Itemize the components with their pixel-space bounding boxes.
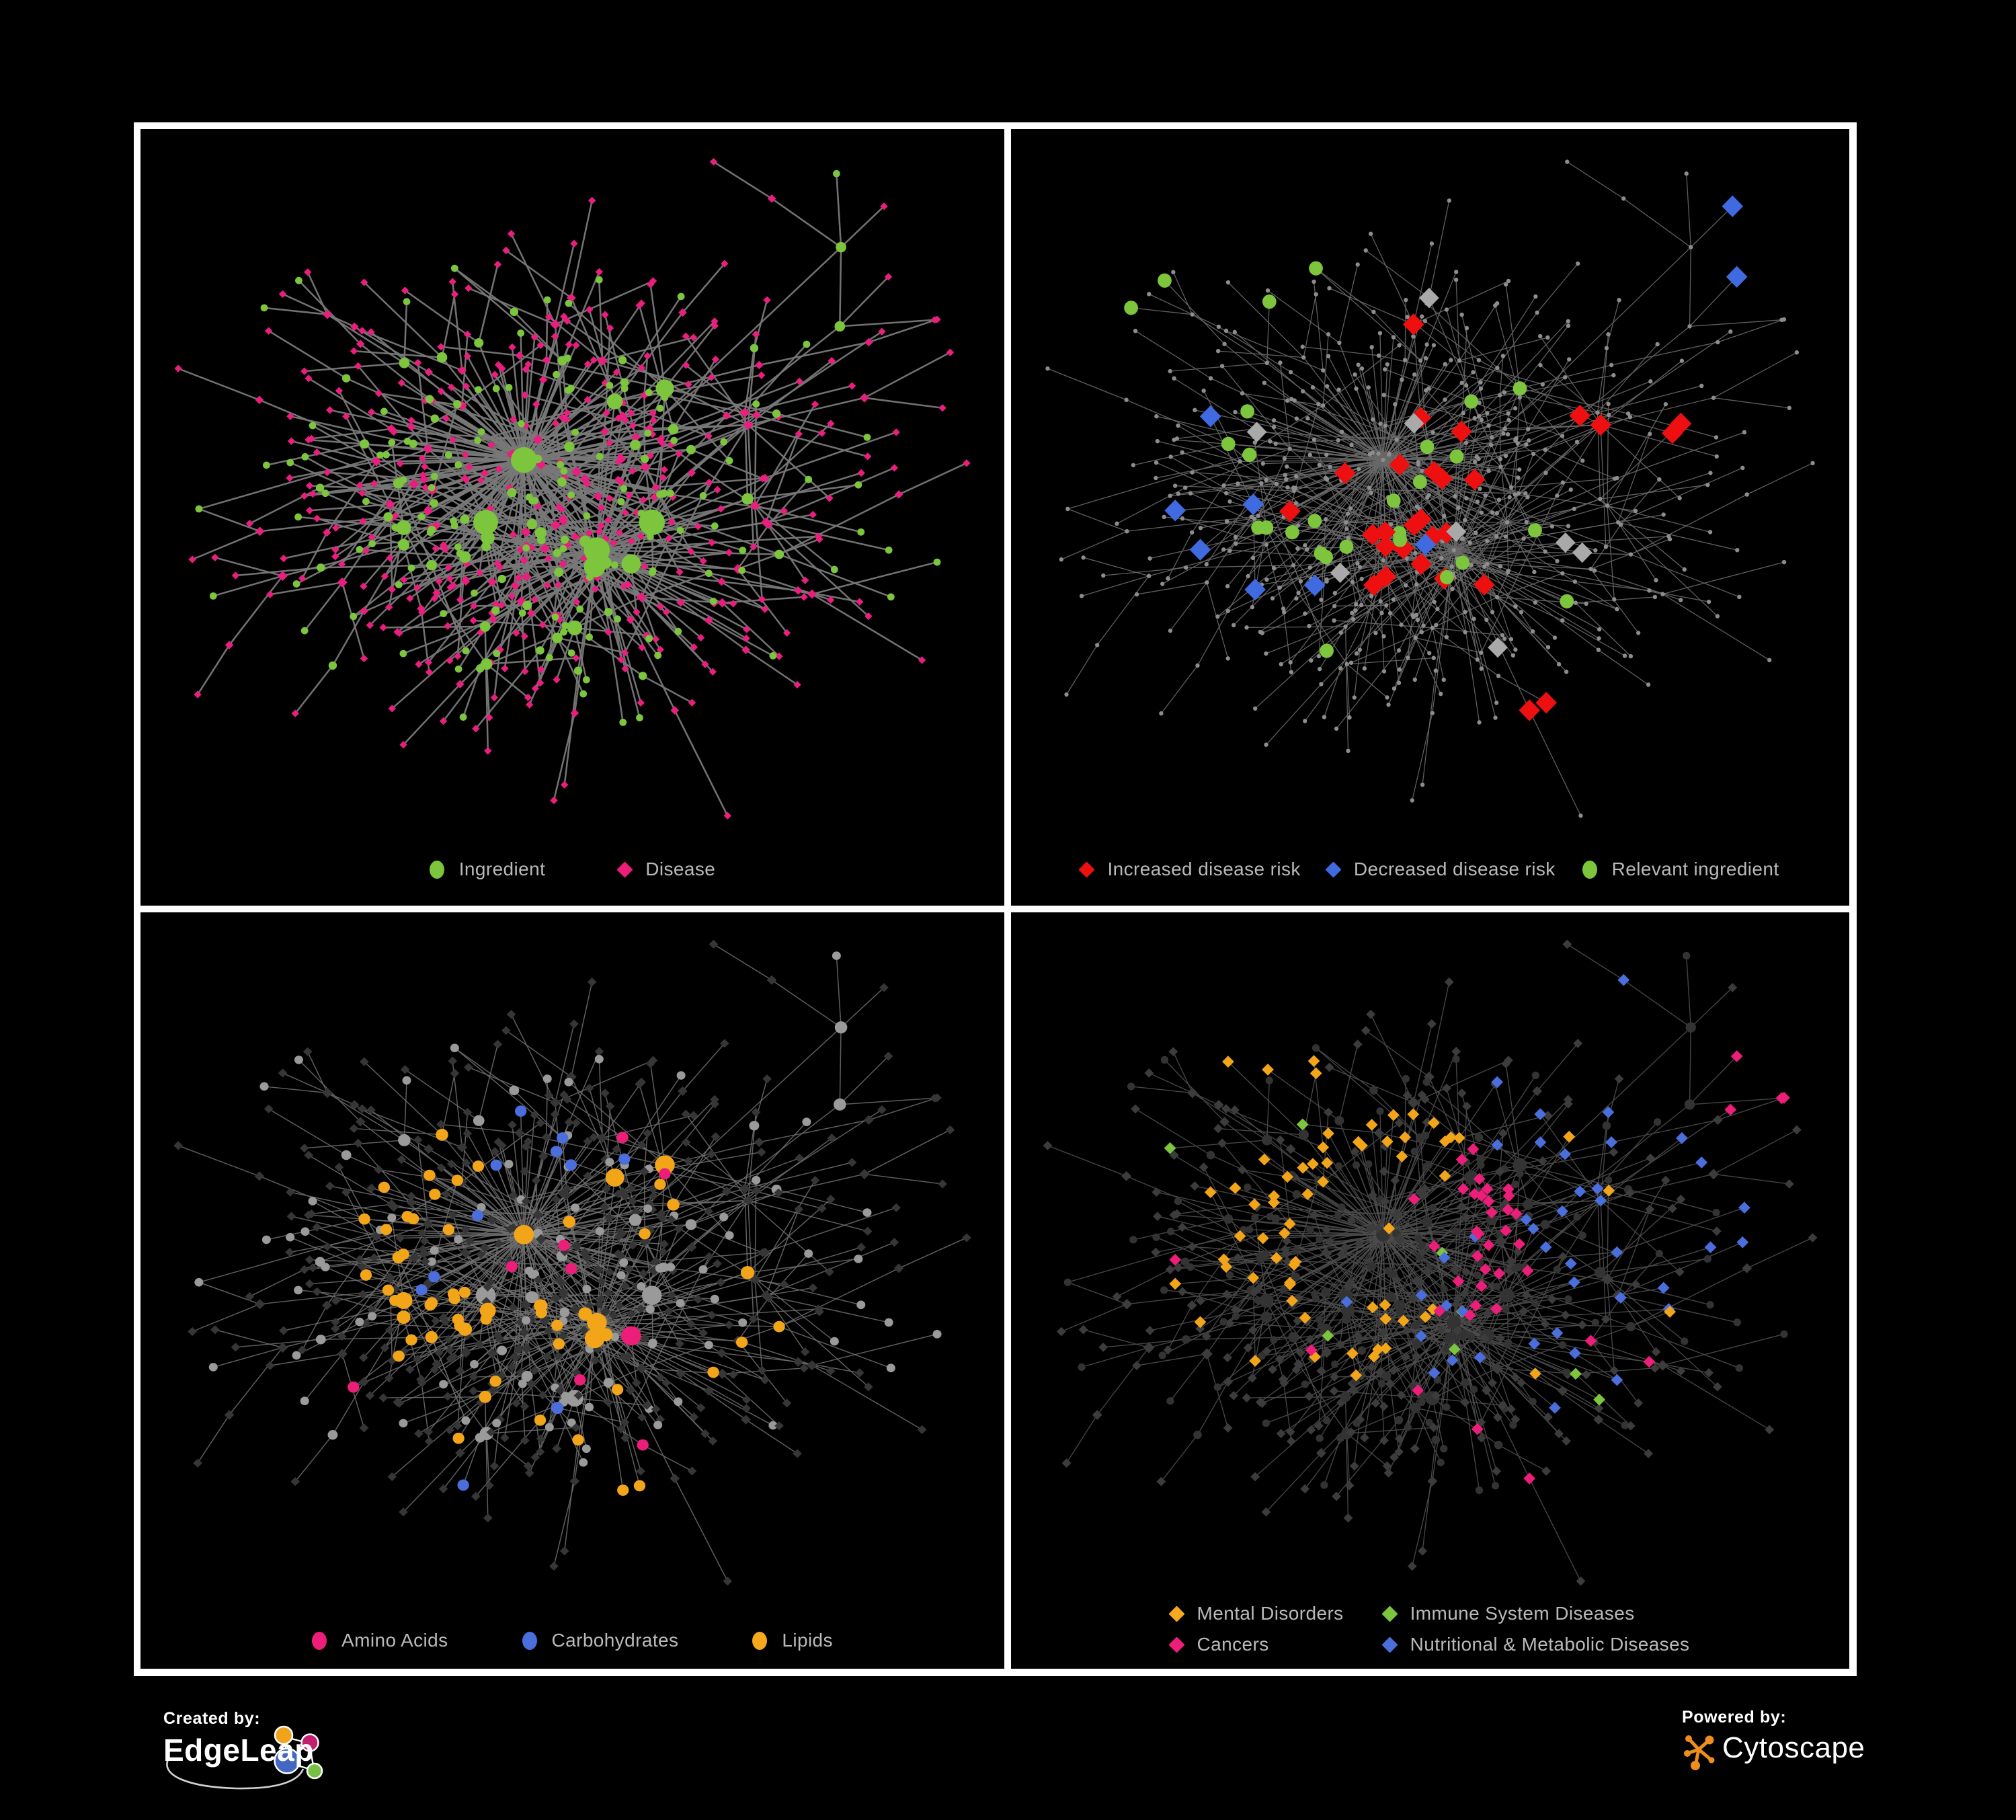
panel-ingredient-disease: Ingredient Disease — [140, 129, 1004, 906]
edgeleap-logo-icon — [166, 1725, 323, 1790]
edgeleap-credit: Created by: EdgeLeap — [163, 1709, 323, 1790]
network-disease-risk — [1045, 159, 1815, 818]
edgeleap-brand-name: EdgeLeap — [163, 1733, 314, 1768]
panel-disease-categories: Mental Disorders Immune System Diseases Ca… — [1011, 912, 1849, 1669]
cytoscape-credit: Powered by: Cytoscape — [1682, 1708, 1865, 1770]
network-ingredient-classes — [173, 939, 971, 1586]
network-ingredient-disease — [174, 157, 971, 820]
powered-by-label: Powered by: — [1682, 1708, 1787, 1727]
edgeleap-logo: EdgeLeap — [163, 1725, 323, 1790]
panel-disease-risk: Increased disease risk Decreased disease … — [1011, 129, 1849, 906]
panel-ingredient-classes: Amino Acids Carbohydrates Lipids — [140, 912, 1004, 1669]
cytoscape-logo: Cytoscape — [1682, 1730, 1865, 1770]
panel-grid: Ingredient Disease Increased disease risk… — [134, 122, 1857, 1676]
created-by-label: Created by: — [163, 1709, 261, 1728]
cytoscape-logo-icon — [1684, 1735, 1715, 1770]
cytoscape-brand-name: Cytoscape — [1722, 1731, 1865, 1764]
network-disease-categories — [1043, 939, 1818, 1586]
